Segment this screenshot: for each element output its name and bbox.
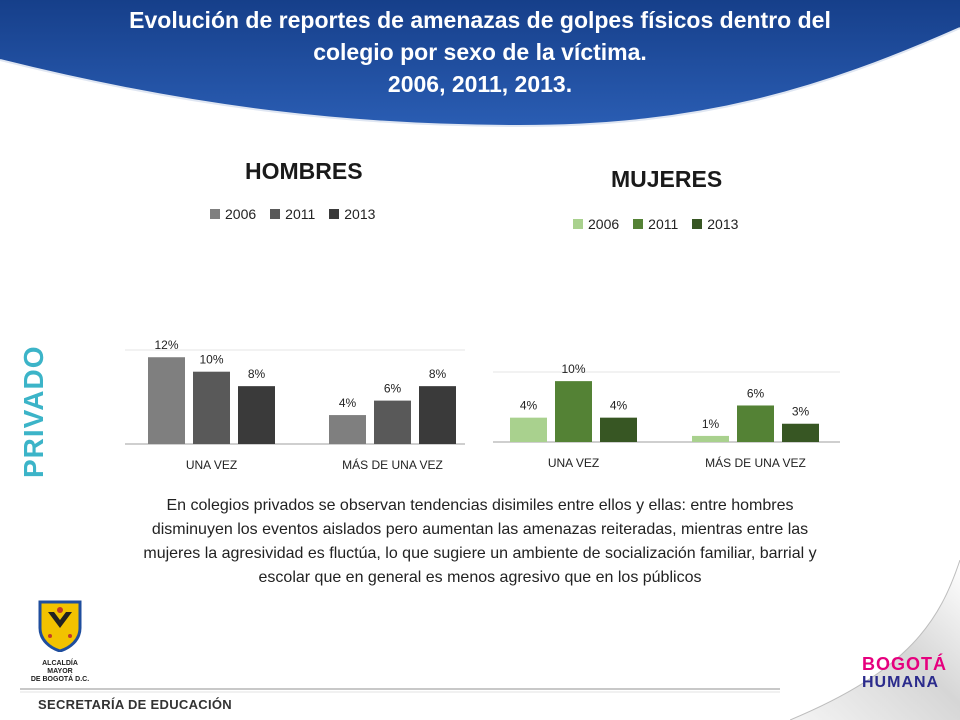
mujeres-legend-item: 2006 [573,216,619,232]
hombres-bar [419,386,456,444]
hombres-legend-item: 2013 [329,206,375,222]
mujeres-data-label: 1% [702,417,720,431]
hombres-data-label: 8% [429,367,447,381]
hombres-data-label: 8% [248,367,266,381]
description-text: En colegios privados se observan tendenc… [143,497,817,586]
legend-label: 2006 [225,206,257,222]
legend-label: 2011 [648,216,679,232]
mujeres-category-label: MÁS DE UNA VEZ [705,455,806,470]
legend-label: 2006 [588,216,620,232]
title-line-3: 2006, 2011, 2013. [387,71,573,97]
logo-caption-line-2: DE BOGOTÁ D.C. [30,676,90,683]
mujeres-legend-item: 2013 [692,216,738,232]
mujeres-data-label: 6% [747,386,765,400]
footer-rule [20,688,780,693]
legend-swatch [573,219,583,229]
title-line-2: colegio por sexo de la víctima. [313,39,647,65]
title-line-1: Evolución de reportes de amenazas de gol… [129,7,831,33]
alcaldia-logo: ALCALDÍA MAYOR DE BOGOTÁ D.C. [30,598,90,684]
legend-label: 2011 [285,206,316,222]
legend-label: 2013 [344,206,376,222]
hombres-data-label: 4% [339,396,357,410]
mujeres-category-label: UNA VEZ [548,456,599,470]
hombres-category-label: UNA VEZ [186,458,237,472]
mujeres-data-label: 4% [520,399,538,413]
hombres-category-label: MÁS DE UNA VEZ [342,457,443,472]
legend-swatch [210,209,220,219]
mujeres-bar [782,423,819,442]
brand-line-1: BOGOTÁ [862,654,947,674]
hombres-chart-title: HOMBRES [245,158,363,184]
legend-swatch [692,219,703,229]
slide-title: Evolución de reportes de amenazas de gol… [20,4,940,100]
hombres-bar [238,386,275,444]
mujeres-bar [555,381,592,442]
brand-line-2: HUMANA [862,674,940,691]
mujeres-bar [600,417,637,442]
mujeres-chart-title: MUJERES [611,166,723,192]
hombres-bar [329,415,366,444]
hombres-bar [193,371,230,444]
hombres-data-label: 10% [199,353,223,367]
hombres-legend-item: 2011 [270,206,315,222]
mujeres-bar [510,417,547,442]
hombres-bar [374,400,411,444]
hombres-bar [148,357,185,444]
mujeres-data-label: 4% [610,399,628,413]
mujeres-bar [692,435,729,442]
logo-caption-line-1: ALCALDÍA MAYOR [42,660,78,675]
legend-label: 2013 [707,216,739,232]
bogota-crest-icon [38,600,82,653]
mujeres-data-label: 3% [792,405,810,419]
mujeres-data-label: 10% [561,362,585,376]
mujeres-bar [737,405,774,442]
mujeres-legend: 2006 2011 2013 [573,216,738,232]
hombres-legend: 2006 2011 2013 [210,206,375,222]
mujeres-legend-item: 2011 [633,216,678,232]
bogota-humana-brand: BOGOTÁ HUMANA [862,654,947,692]
footer-department: SECRETARÍA DE EDUCACIÓN [38,697,232,712]
header-band [0,0,960,128]
hombres-data-label: 12% [154,338,178,352]
hombres-legend-item: 2006 [210,206,256,222]
legend-swatch [270,209,281,219]
legend-swatch [329,209,340,219]
page-curl-decoration [790,560,960,720]
hombres-data-label: 6% [384,382,402,396]
legend-swatch [633,219,644,229]
